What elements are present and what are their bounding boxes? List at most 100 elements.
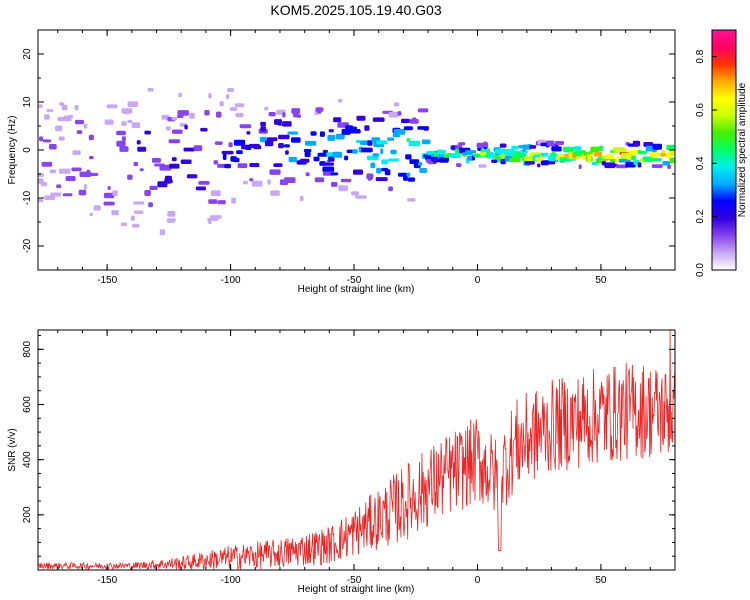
spectrogram-cell bbox=[436, 149, 446, 155]
spectrogram-cell bbox=[83, 123, 88, 129]
spectrogram-cell bbox=[121, 121, 127, 126]
spectrogram-cell bbox=[411, 208, 424, 212]
spectrogram-cell bbox=[234, 103, 245, 108]
spectrogram-cell bbox=[272, 87, 284, 91]
spectrogram-cell bbox=[38, 68, 45, 74]
spectrogram-cell bbox=[321, 232, 330, 237]
spectrogram-cell bbox=[287, 131, 299, 135]
spectrogram-cell bbox=[388, 186, 393, 192]
spectrogram-cell bbox=[149, 185, 158, 190]
spectrogram-cell bbox=[327, 134, 336, 141]
spectrogram-cell bbox=[202, 253, 206, 259]
spectrogram-cell bbox=[381, 159, 388, 165]
snr-panel: -150 -100 -50 0 50 200 400 600 800 Height of str… bbox=[7, 329, 676, 595]
spectrogram-cell bbox=[284, 177, 296, 183]
spectrogram-cell bbox=[162, 68, 169, 73]
spectrogram-cell bbox=[291, 108, 301, 114]
spectrogram-cell bbox=[48, 61, 57, 65]
spectrogram-cell bbox=[58, 168, 71, 174]
spectrogram-cell bbox=[192, 238, 204, 244]
spectrogram-cell bbox=[270, 190, 280, 196]
spectrogram-cell bbox=[370, 162, 376, 169]
spectrogram-cell bbox=[103, 201, 115, 206]
spectrogram-cell bbox=[296, 114, 301, 118]
spectrogram-cell bbox=[186, 174, 198, 179]
spectrogram-cell bbox=[268, 112, 276, 117]
colorbar-label: Normalized spectral amplitude bbox=[737, 82, 748, 217]
spectrogram-cell bbox=[251, 180, 263, 187]
snr-series-line bbox=[38, 330, 675, 570]
spectrogram-cell bbox=[231, 197, 236, 204]
spectrogram-cell bbox=[267, 179, 271, 185]
spectrogram-cell bbox=[208, 93, 212, 99]
spectrogram-cell bbox=[376, 168, 382, 174]
spectrogram-cell bbox=[399, 67, 406, 72]
spectrogram-cell bbox=[661, 149, 665, 154]
spectrogram-cell bbox=[139, 168, 144, 172]
spectrogram-cell bbox=[586, 153, 592, 160]
spectrogram-cell bbox=[616, 164, 628, 169]
spectrogram-cell bbox=[208, 199, 218, 204]
spectrogram-cell bbox=[133, 201, 145, 205]
spectrogram-cell bbox=[210, 190, 221, 197]
spectrogram-cell bbox=[164, 179, 173, 184]
spectrogram-cell bbox=[217, 163, 227, 168]
spectrogram-cell bbox=[344, 155, 349, 161]
spectrogram-cell bbox=[123, 55, 130, 59]
spectrogram-cell bbox=[305, 140, 317, 146]
spectrogram-cell bbox=[89, 156, 94, 160]
spectrogram-cell bbox=[361, 147, 373, 153]
spectrogram-cell bbox=[299, 158, 310, 163]
spectrogram-cell bbox=[239, 124, 252, 129]
spectrogram-cell bbox=[221, 150, 234, 155]
spectrogram-cells bbox=[38, 30, 675, 270]
spectrogram-cell bbox=[330, 172, 339, 176]
spectrogram-cell bbox=[86, 169, 91, 175]
spectrogram-cell bbox=[104, 119, 114, 125]
spectrogram-cell bbox=[61, 105, 68, 111]
spectrogram-cell bbox=[118, 48, 124, 55]
spectrogram-cell bbox=[58, 136, 65, 141]
y-tick-label: 600 bbox=[22, 396, 33, 413]
spectrogram-cell bbox=[71, 167, 82, 172]
spectrogram-cell bbox=[100, 33, 112, 37]
spectrogram-cell bbox=[465, 150, 477, 154]
spectrogram-cell bbox=[285, 150, 289, 155]
spectrogram-cell bbox=[204, 110, 210, 116]
spectrogram-cell bbox=[625, 161, 636, 168]
spectrogram-cell bbox=[515, 152, 527, 158]
spectrogram-cell bbox=[666, 144, 675, 151]
spectrogram-cell bbox=[355, 205, 361, 209]
spectrogram-cell bbox=[132, 262, 140, 268]
spectrogram-cell bbox=[260, 126, 266, 132]
spectrogram-cell bbox=[58, 266, 71, 270]
spectrogram-cell bbox=[651, 164, 663, 168]
y-tick-label: 0 bbox=[22, 147, 33, 153]
spectrogram-cell bbox=[414, 76, 426, 81]
spectrogram-cell bbox=[393, 102, 400, 107]
spectrogram-cell bbox=[178, 92, 182, 98]
spectrogram-cell bbox=[144, 230, 152, 234]
spectrogram-cell bbox=[127, 79, 139, 83]
spectrogram-cell bbox=[313, 156, 320, 162]
spectrogram-cell bbox=[397, 200, 407, 206]
spectrogram-cell bbox=[537, 163, 541, 168]
spectrogram-cell bbox=[44, 114, 50, 120]
spectrogram-cell bbox=[55, 125, 63, 132]
spectrogram-cell bbox=[214, 141, 223, 145]
spectrogram-cell bbox=[260, 121, 266, 127]
spectrogram-cell bbox=[38, 104, 43, 108]
spectrogram-cell bbox=[132, 223, 140, 228]
spectrogram-cell bbox=[90, 172, 99, 176]
spectrogram-cell bbox=[304, 151, 311, 158]
spectrogram-cell bbox=[44, 195, 56, 201]
spectrogram-cell bbox=[74, 119, 84, 125]
spectrogram-cell bbox=[397, 56, 402, 62]
spectrogram-cell bbox=[39, 136, 43, 142]
spectrogram-cell bbox=[99, 83, 108, 87]
spectrogram-cell bbox=[253, 145, 262, 150]
spectrogram-cell bbox=[305, 172, 310, 177]
snr-ylabel: SNR (v/v) bbox=[7, 428, 18, 471]
spectrogram-cell bbox=[46, 214, 54, 220]
spectrogram-cell bbox=[152, 65, 156, 70]
